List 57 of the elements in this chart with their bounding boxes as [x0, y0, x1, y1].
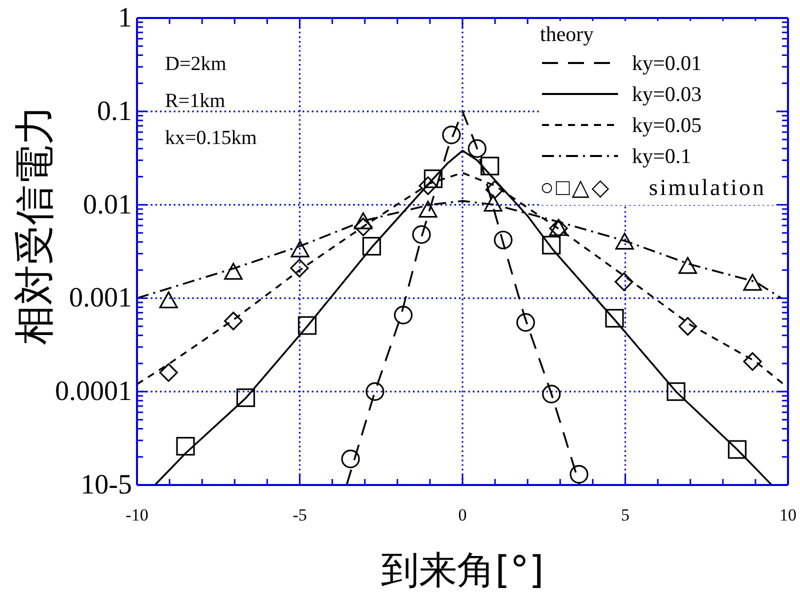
annotation: R=1km: [165, 89, 226, 114]
point: [516, 313, 535, 332]
annotation: D=2km: [165, 52, 228, 77]
point: [224, 312, 243, 330]
point: [678, 317, 698, 336]
point: [484, 194, 502, 212]
point: [480, 156, 500, 176]
legend-label: ky=0.01: [632, 50, 702, 74]
x-axis-title: 到来角[°]: [380, 548, 545, 592]
point: [494, 230, 512, 250]
point: [605, 308, 624, 328]
y-tick-label: 0.0001: [55, 376, 132, 408]
point: [159, 291, 178, 308]
x-tick-label: 0: [458, 506, 467, 524]
point: [728, 440, 747, 459]
y-tick-label: 0.001: [69, 282, 132, 314]
legend-label: ky=0.05: [632, 112, 702, 136]
point: [542, 384, 561, 404]
y-tick-label: 0.1: [97, 96, 132, 127]
legend-label: ky=0.1: [632, 144, 692, 168]
point: [542, 236, 561, 254]
y-tick-label: 0.01: [83, 189, 132, 220]
point: [743, 352, 762, 371]
point: [418, 200, 438, 218]
y-tick-label: 10-5: [80, 470, 132, 500]
point: [424, 169, 443, 188]
x-tick-label: 10: [780, 506, 796, 524]
x-tick-label: 5: [621, 506, 630, 524]
point: [614, 272, 634, 292]
point: [366, 382, 384, 401]
point: [394, 306, 413, 324]
point: [354, 212, 373, 230]
point: [743, 274, 762, 291]
point: [442, 126, 461, 144]
legend-title: theory: [540, 21, 595, 47]
annotation: ○□△◇ simulation: [540, 175, 766, 201]
point: [341, 450, 360, 468]
point: [159, 363, 178, 382]
point: [176, 436, 195, 456]
point: [666, 382, 686, 401]
point: [290, 258, 309, 278]
point: [236, 388, 256, 408]
point: [412, 225, 431, 244]
point: [362, 236, 381, 256]
annotation: kx=0.15km: [165, 126, 257, 151]
point: [224, 262, 243, 280]
x-tick-label: -5: [292, 506, 307, 524]
x-tick-label: -10: [126, 506, 148, 524]
legend-label: ky=0.03: [632, 82, 702, 106]
point: [468, 139, 486, 158]
y-axis-title: 相対受信電力: [12, 105, 58, 345]
point: [678, 256, 698, 274]
point: [615, 232, 634, 250]
point: [298, 316, 317, 335]
y-tick-label: 1: [118, 2, 132, 34]
point: [570, 465, 588, 484]
point: [290, 240, 310, 258]
